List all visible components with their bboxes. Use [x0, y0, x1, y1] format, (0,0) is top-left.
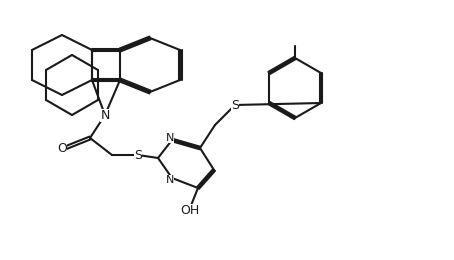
Text: S: S	[231, 99, 239, 112]
Text: N: N	[166, 175, 174, 185]
Text: N: N	[166, 133, 174, 143]
Text: OH: OH	[180, 204, 200, 217]
Text: O: O	[57, 141, 67, 154]
Text: N: N	[100, 108, 110, 121]
Text: S: S	[134, 148, 142, 161]
